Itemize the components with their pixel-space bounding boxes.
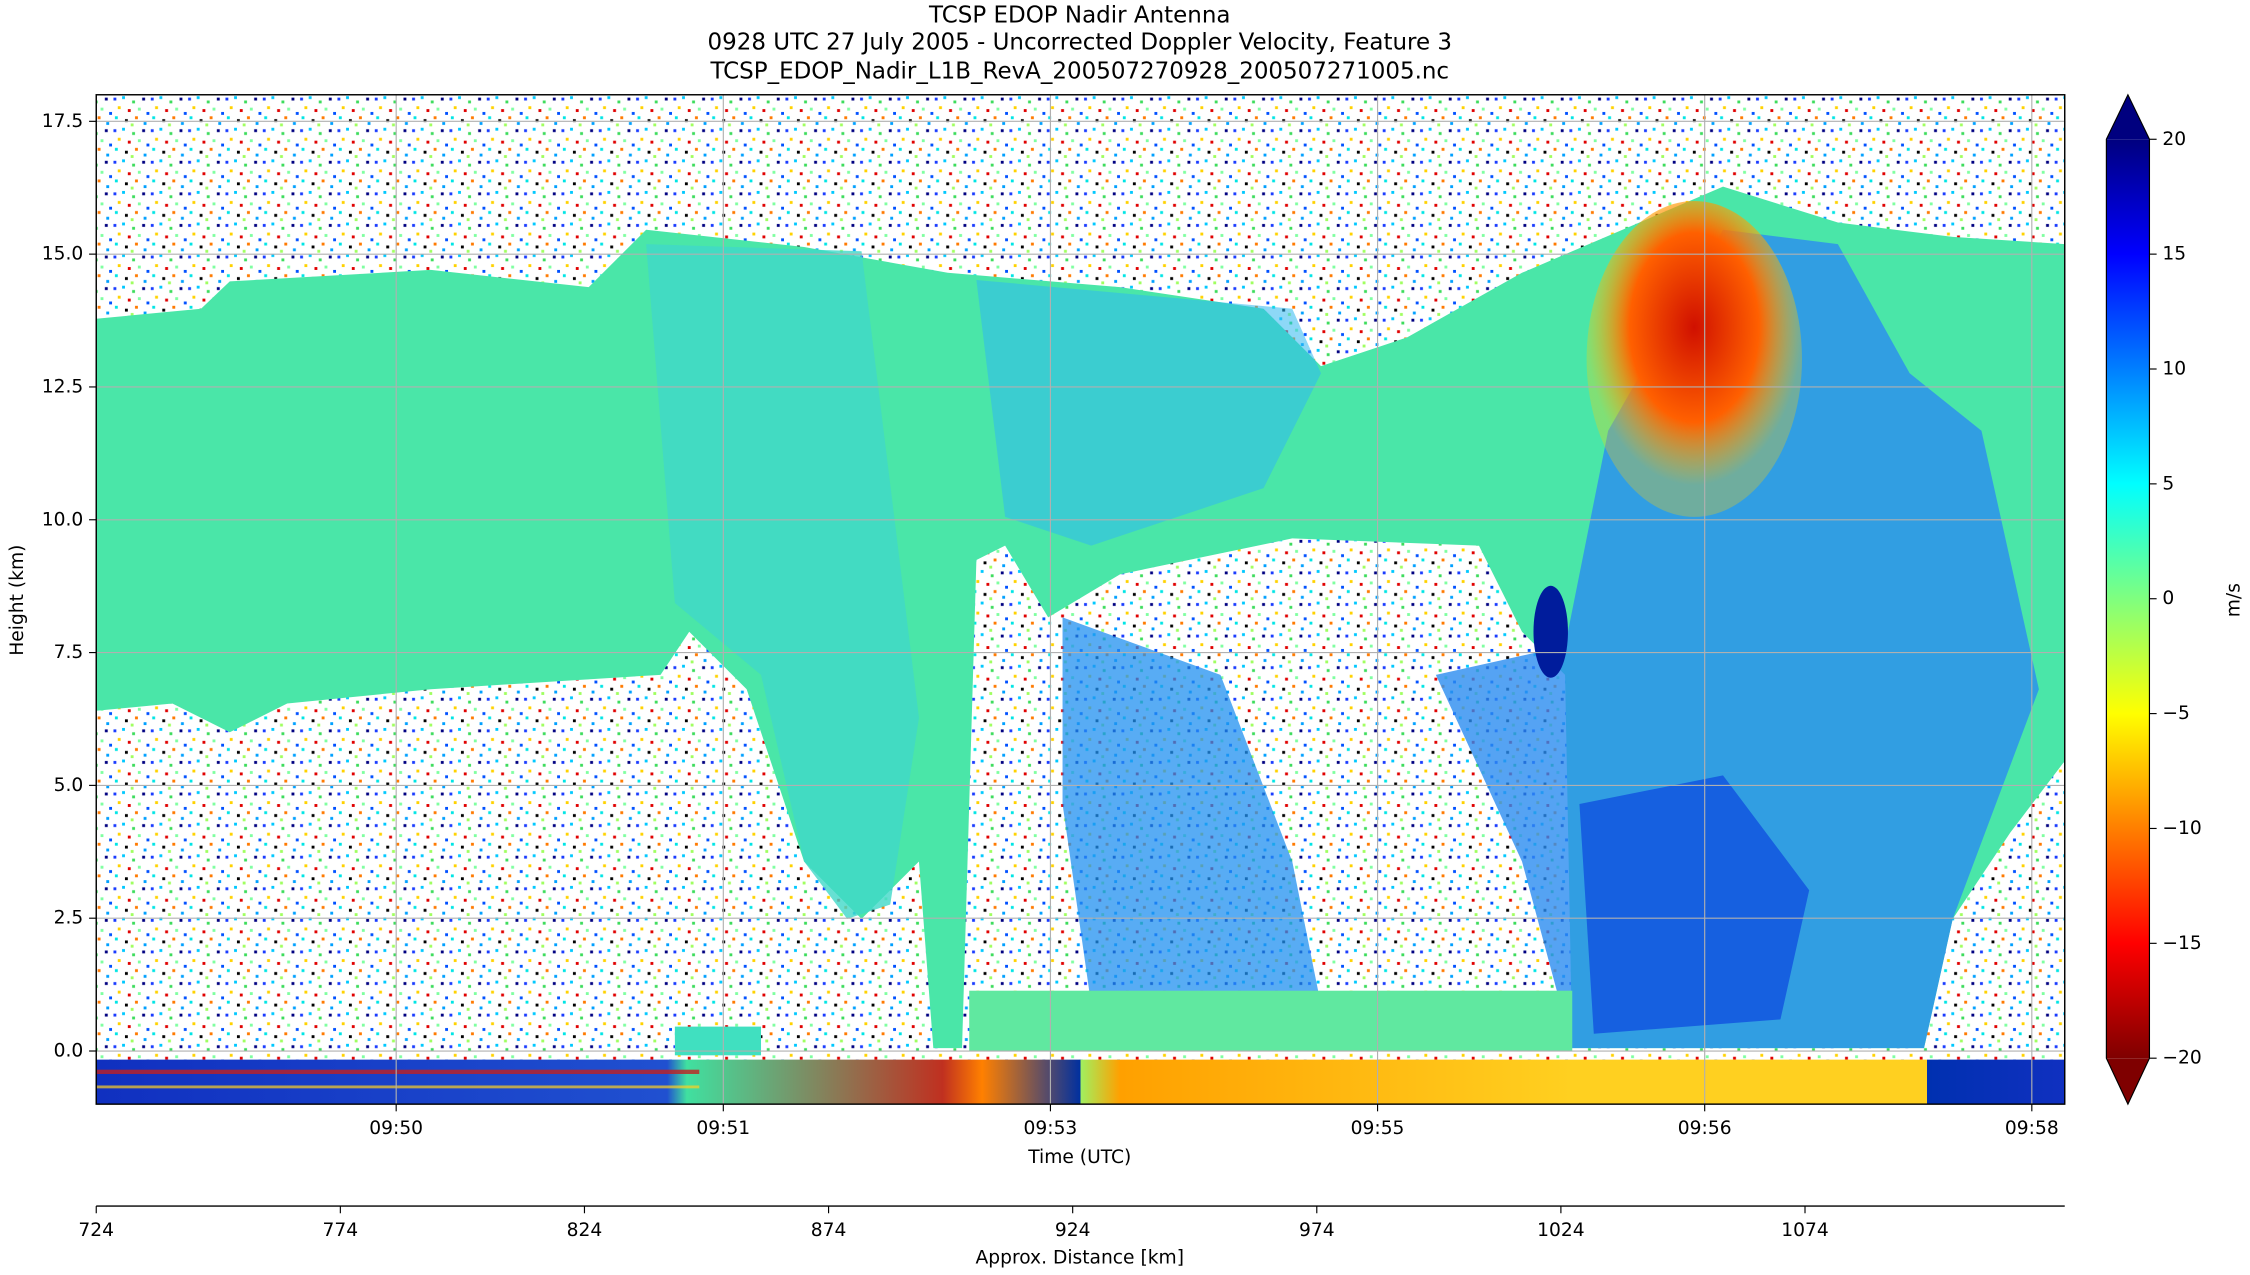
x-tick-label: 09:53 xyxy=(1024,1118,1078,1139)
colorbar-tick-label: 15 xyxy=(2162,244,2186,265)
colorbar-label: m/s xyxy=(2224,583,2245,617)
x-tick-label: 09:58 xyxy=(2005,1118,2059,1139)
y-tick-label: 15.0 xyxy=(42,244,84,265)
x-axis-label: Time (UTC) xyxy=(1027,1147,1131,1168)
x2-tick-label: 974 xyxy=(1299,1220,1335,1241)
chart-subtitle: 0928 UTC 27 July 2005 - Uncorrected Dopp… xyxy=(708,30,1452,56)
y-tick-label: 7.5 xyxy=(54,642,84,663)
x2-tick-label: 1024 xyxy=(1537,1220,1584,1241)
x2-tick-label: 724 xyxy=(78,1220,114,1241)
grid xyxy=(96,94,2065,1105)
y-tick-label: 2.5 xyxy=(54,908,84,929)
y-tick-label: 17.5 xyxy=(42,111,84,132)
colorbar-extend-min xyxy=(2106,1058,2150,1105)
colorbar-tick-label: −20 xyxy=(2162,1048,2201,1069)
x2-axis-label: Approx. Distance [km] xyxy=(976,1247,1185,1268)
chart-file: TCSP_EDOP_Nadir_L1B_RevA_200507270928_20… xyxy=(709,58,1449,84)
colorbar-tick-label: 5 xyxy=(2162,473,2174,494)
chart-title: TCSP EDOP Nadir Antenna xyxy=(928,2,1230,28)
y-tick-label: 5.0 xyxy=(54,775,84,796)
x-tick-label: 09:50 xyxy=(369,1118,423,1139)
colorbar-tick-label: −10 xyxy=(2162,818,2201,839)
colorbar: −20 −15 −10 −5 0 5 10 15 20 xyxy=(2105,93,2202,1106)
x-tick-label: 09:51 xyxy=(696,1118,750,1139)
x2-tick-label: 1074 xyxy=(1781,1220,1828,1241)
colorbar-tick-label: 0 xyxy=(2162,588,2174,609)
plot-frame xyxy=(95,94,2066,1105)
x2-tick-label: 924 xyxy=(1055,1220,1091,1241)
x-tick-label: 09:56 xyxy=(1678,1118,1732,1139)
colorbar-tick-label: −5 xyxy=(2162,703,2190,724)
colorbar-gradient xyxy=(2106,139,2150,1059)
colorbar-tick-label: 20 xyxy=(2162,129,2186,150)
y-axis-label: Height (km) xyxy=(7,545,28,656)
y-tick-label: 12.5 xyxy=(42,376,84,397)
y-tick-label: 10.0 xyxy=(42,509,84,530)
x2-tick-label: 874 xyxy=(811,1220,847,1241)
y-tick-label: 0.0 xyxy=(54,1041,84,1062)
colorbar-tick-label: −15 xyxy=(2162,933,2201,954)
colorbar-extend-max xyxy=(2106,94,2150,140)
x2-tick-label: 824 xyxy=(567,1220,603,1241)
colorbar-tick-label: 10 xyxy=(2162,359,2186,380)
radar-field xyxy=(96,94,2065,1105)
x-tick-label: 09:55 xyxy=(1351,1118,1405,1139)
x2-tick-label: 774 xyxy=(323,1220,359,1241)
